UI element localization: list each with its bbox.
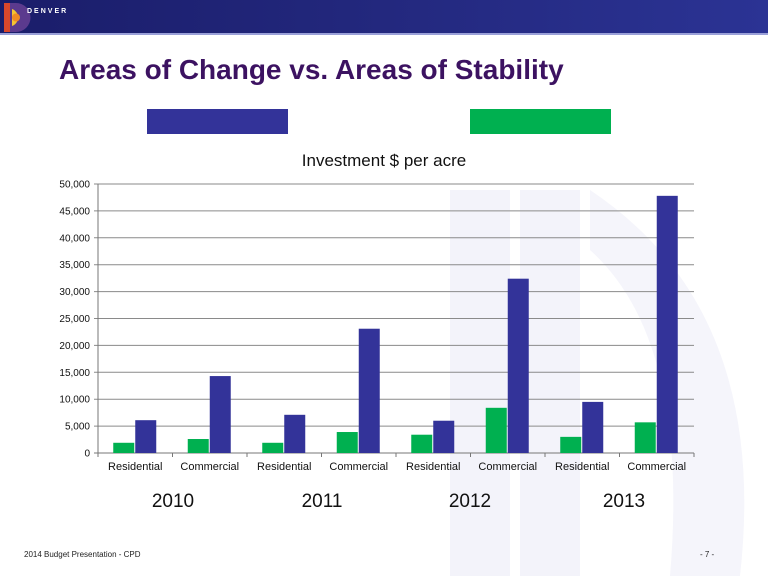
bar-areas-of-change xyxy=(358,328,380,453)
bar-areas-of-change xyxy=(209,376,231,453)
legend-swatch-areas-of-change xyxy=(147,109,288,134)
bar-areas-of-stability xyxy=(187,439,209,453)
chart-title: Investment $ per acre xyxy=(301,151,467,170)
logo-text: DENVER xyxy=(27,8,69,15)
x-tick-label: Commercial xyxy=(180,461,239,473)
year-label: 2011 xyxy=(301,491,343,512)
x-tick-label: Commercial xyxy=(478,461,537,473)
footer-text: 2014 Budget Presentation - CPD xyxy=(24,550,141,559)
year-label: 2013 xyxy=(602,491,646,512)
bar-areas-of-stability xyxy=(560,436,582,453)
bar-areas-of-change xyxy=(656,195,678,453)
bar-areas-of-change xyxy=(582,401,604,453)
header-divider xyxy=(0,33,768,35)
x-tick-label: Residential xyxy=(108,461,162,473)
y-tick-label: 5,000 xyxy=(65,422,90,433)
bar-areas-of-stability xyxy=(485,407,507,453)
bar-areas-of-change xyxy=(433,420,455,453)
y-tick-label: 40,000 xyxy=(59,233,90,244)
legend-swatch-areas-of-stability xyxy=(470,109,611,134)
x-tick-label: Commercial xyxy=(627,461,686,473)
bar-chart: 0 5,000 10,000 15,000 20,000 25,000 30,000 35,0… xyxy=(59,180,695,473)
bar-areas-of-change xyxy=(284,414,306,453)
bar-areas-of-stability xyxy=(411,434,433,453)
x-tick-label: Commercial xyxy=(329,461,388,473)
y-tick-label: 45,000 xyxy=(59,206,90,217)
y-tick-label: 35,000 xyxy=(59,260,90,271)
year-label: 2010 xyxy=(151,491,195,512)
bar-areas-of-stability xyxy=(113,442,135,453)
x-tick-label: Residential xyxy=(257,461,311,473)
y-tick-label: 10,000 xyxy=(59,395,90,406)
page-number: - 7 - xyxy=(700,550,715,559)
y-tick-label: 20,000 xyxy=(59,341,90,352)
bar-areas-of-stability xyxy=(262,442,284,453)
bar-areas-of-change xyxy=(507,278,529,453)
bar-areas-of-stability xyxy=(634,422,656,453)
year-label: 2012 xyxy=(448,491,492,512)
y-tick-label: 25,000 xyxy=(59,314,90,325)
bar-areas-of-stability xyxy=(336,432,358,453)
y-tick-label: 0 xyxy=(84,449,90,460)
x-tick-label: Residential xyxy=(555,461,609,473)
header-bar xyxy=(0,0,768,33)
y-tick-label: 30,000 xyxy=(59,287,90,298)
y-tick-label: 50,000 xyxy=(59,180,90,191)
y-tick-label: 15,000 xyxy=(59,368,90,379)
bar-areas-of-change xyxy=(135,420,157,453)
slide-title: Areas of Change vs. Areas of Stability xyxy=(59,54,564,85)
x-tick-label: Residential xyxy=(406,461,460,473)
denver-logo-icon xyxy=(4,3,31,32)
